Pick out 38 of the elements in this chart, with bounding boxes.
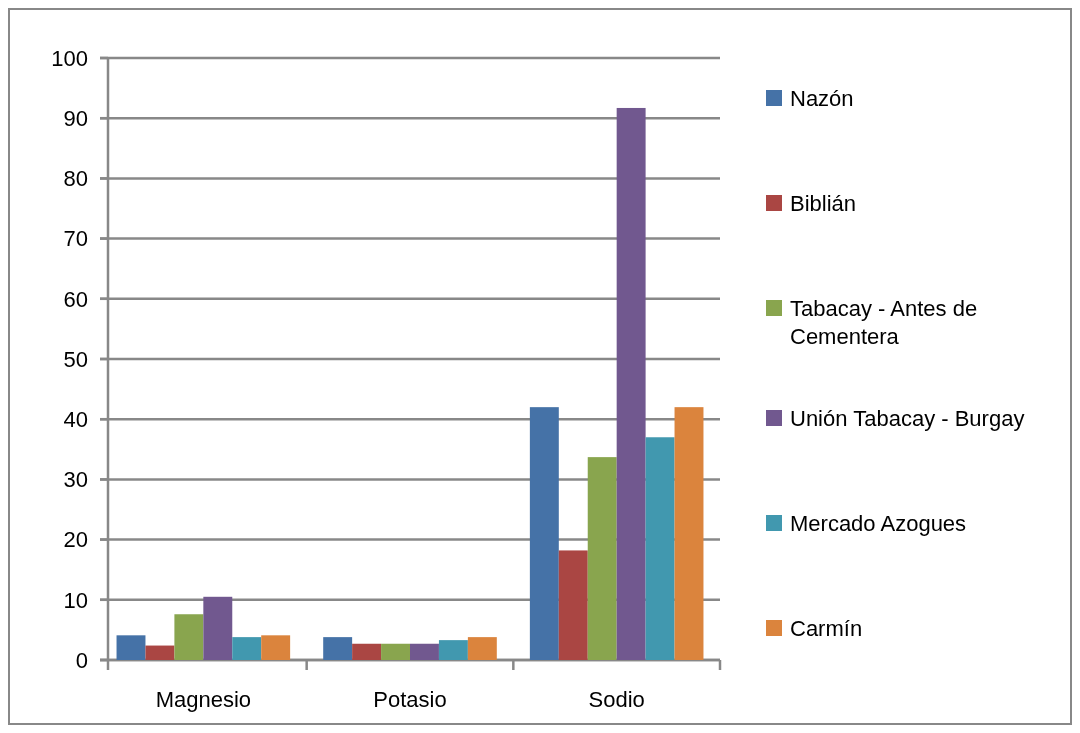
legend-label: Mercado Azogues	[790, 510, 967, 536]
legend-label: Biblián	[790, 190, 857, 216]
y-tick-label: 10	[63, 587, 88, 613]
bar	[558, 550, 588, 660]
bar	[410, 643, 439, 660]
y-tick-label: 0	[75, 647, 88, 673]
bar	[645, 437, 675, 660]
y-tick-label: 90	[63, 105, 88, 131]
legend-label: Unión Tabacay - Burgay	[790, 405, 1025, 431]
legend-label: Tabacay - Antes de Cementera	[790, 295, 978, 350]
bar	[116, 635, 146, 660]
bar	[587, 457, 617, 660]
y-tick-label: 100	[51, 45, 88, 71]
bar	[467, 637, 497, 660]
y-tick-label: 70	[63, 226, 88, 252]
bar	[529, 407, 559, 660]
bar	[616, 107, 646, 660]
x-tick-label: Potasio	[373, 687, 447, 712]
y-tick-label: 20	[63, 527, 88, 553]
bar	[352, 643, 382, 660]
y-tick-label: 60	[63, 286, 88, 312]
bar	[438, 640, 468, 660]
y-tick-label: 50	[63, 346, 88, 372]
bar	[232, 637, 262, 660]
bar	[174, 614, 204, 660]
y-tick-label: 40	[63, 406, 88, 432]
x-tick-label: Magnesio	[155, 687, 252, 712]
y-tick-label: 30	[63, 467, 88, 493]
legend-label: Carmín	[790, 615, 863, 641]
bar	[145, 645, 175, 660]
bar	[381, 643, 410, 660]
x-tick-label: Sodio	[588, 687, 645, 712]
legend-label: Nazón	[790, 85, 854, 111]
y-tick-label: 80	[63, 166, 88, 192]
bar	[674, 407, 704, 660]
bar	[203, 596, 233, 660]
bar	[261, 635, 291, 660]
bar	[323, 637, 353, 660]
